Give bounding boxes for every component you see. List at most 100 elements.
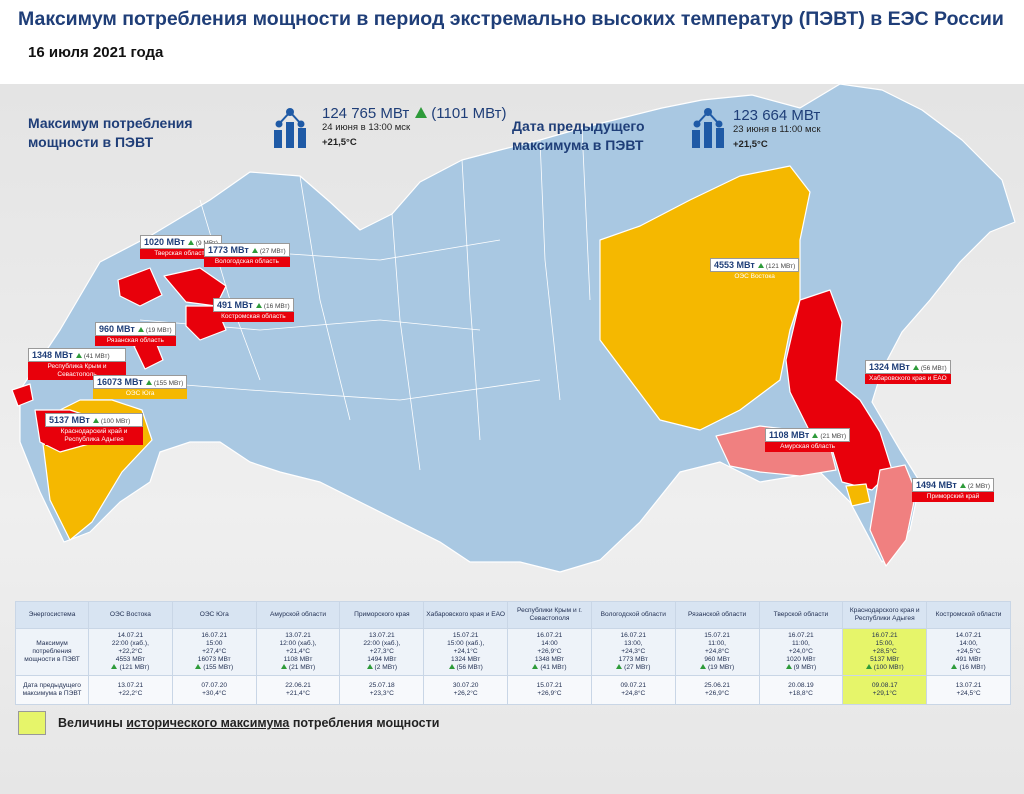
table-header-cell: Костромской области [926,601,1011,629]
subtitle: 16 июля 2021 года [28,44,164,61]
table-header-cell: Краснодарского края и Республики Адыгея [842,601,928,629]
cell-delta-row: (2 МВт) [341,664,422,672]
cell-delta: (16 МВт) [959,664,986,671]
callout: 1108 МВт (21 МВт) Амурская область [765,428,851,452]
up-arrow [699,664,706,669]
callout-head: 1494 МВт (2 МВт) [912,478,995,492]
callout-delta: (2 МВт) [967,483,991,490]
table-cell: 13.07.21 +24,5°С [926,675,1011,705]
table-header-row: Энергосистема ОЭС Востока ОЭС Юга Амурской … [15,601,1011,629]
callout-label: ОЭС Востока [710,272,800,282]
callout-delta: (19 МВт) [145,327,172,334]
cell-line: +18,8°С [788,690,813,697]
cell-delta: (21 МВт) [288,664,316,671]
table-header-cell: Приморского края [339,601,425,629]
cell-delta-row: (100 МВт) [844,664,925,672]
up-arrow [75,353,82,358]
table-cell: 09.08.17 +29,1°С [842,675,928,705]
table-cell: 15.07.21 11:00, +24,8°С 960 МВт (19 МВт) [674,628,760,676]
callout-label: Тверская область [140,249,223,259]
table-cell: 16.07.21 13:00, +24,3°С 1773 МВт (27 МВт) [590,628,676,676]
table-cell: 07.07.20 +30,4°С [171,675,257,705]
cell-line: 30.07.20 [452,682,479,689]
cell-line: +24,1°С [453,648,478,655]
cell-line: +22,2°С [118,648,143,655]
callout-head: 1348 МВт (41 МВт) [28,348,126,362]
cell-line: 15.07.21 [704,632,730,639]
cell-line: +23,3°С [369,690,394,697]
cell-line: +22,2°С [118,690,143,697]
cell-line: 25.07.18 [369,682,395,689]
current-value: 124 765 МВт [322,105,410,122]
current-block: 124 765 МВт (1101 МВт) 24 июня в 13:00 мс… [322,105,507,148]
callout-label: Вологодская область [204,257,290,267]
callout-value: 1773 МВт [208,245,249,255]
callout-value: 5137 МВт [49,415,90,425]
region-crimea [11,383,34,407]
up-arrow [912,365,919,370]
legend-part: потребления мощности [289,716,440,730]
callout-value: 491 МВт [217,300,253,310]
table-cell: 13.07.21 12:00 (хаб.), +21,4°С 1108 МВт (21 … [255,628,341,676]
cell-line: 13.07.21 [369,632,395,639]
callout-label: Краснодарский край и Республика Адыгея [45,427,143,445]
cell-delta-row: (16 МВт) [928,664,1009,672]
cell-line: 25.06.21 [704,682,730,689]
up-arrow [951,664,958,669]
table-cell: 22.06.21 +21,4°С [255,675,341,705]
region-east [599,165,811,431]
cell-line: 14:00 [541,640,558,647]
previous-temp: +21,5°С [733,139,768,150]
current-delta: (1101 МВт) [431,105,507,122]
cell-line: 11:00, [791,640,810,647]
previous-label: Дата предыдущего максимума в ПЭВТ [512,118,645,153]
legend-part: Величины [58,716,127,730]
callout-delta: (121 МВт) [765,263,796,270]
table-cell: 14.07.21 22:00 (хаб.), +22,2°С 4553 МВт (121… [88,628,173,676]
cell-line: +29,1°С [872,690,897,697]
callout: 491 МВт (16 МВт) Костромская область [213,298,294,322]
callout-head: 1324 МВт (56 МВт) [865,360,951,374]
current-time: 24 июня в 13:00 мск [322,122,411,133]
row-label: Максимум потребления мощности в ПЭВТ [15,628,89,676]
cell-line: 15:00 (хаб.), [447,640,485,647]
table-header-cell: Энергосистема [15,601,89,629]
cell-delta-row: (155 МВт) [174,664,255,672]
table-header-cell: Амурской области [255,601,341,629]
callout-value: 4553 МВт [714,260,755,270]
cell-line: +21,4°С [285,690,311,697]
cell-line: 13:00, [624,640,643,647]
up-arrow [532,664,539,669]
region-jewish [845,483,871,507]
previous-value: 123 664 МВт [733,107,821,124]
cell-line: +24,3°С [621,648,646,655]
cell-line: 22.06.21 [285,682,311,689]
callout-value: 960 МВт [99,324,135,334]
cell-line: 14.07.21 [955,632,982,639]
cell-line: 13.07.21 [117,682,144,689]
up-arrow [959,483,966,488]
callout-label: Хабаровского края и ЕАО [865,374,951,384]
cell-line: 12:00 (хаб.), [279,640,317,647]
region-vologda [163,267,227,307]
cell-delta: (56 МВт) [456,664,483,671]
table-cell: 13.07.21 +22,2°С [88,675,173,705]
previous-block: 123 664 МВт 23 июня в 11:00 мск +21,5°С [733,107,821,150]
up-arrow [812,433,819,438]
callout-label: Амурская область [765,442,851,452]
cell-delta-row: (27 МВт) [593,664,674,672]
up-arrow [195,664,202,669]
table-header-cell: ОЭС Юга [171,601,257,629]
cell-delta-row: (21 МВт) [258,664,339,672]
current-temp: +21,5°С [322,137,357,148]
cell-line: +26,9°С [537,648,562,655]
cell-line: 16.07.21 [788,632,814,639]
cell-line: +27,4°С [202,648,227,655]
callout-head: 1108 МВт (21 МВт) [765,428,851,442]
callout-value: 1494 МВт [916,480,957,490]
current-label: Максимум потребления мощности в ПЭВТ [28,115,193,150]
cell-line: +26,9°С [537,690,562,697]
cell-line: +26,9°С [705,690,730,697]
region-tver [117,267,163,307]
table-row: Дата предыдущего максимума в ПЭВТ 13.07.2… [15,675,1011,705]
